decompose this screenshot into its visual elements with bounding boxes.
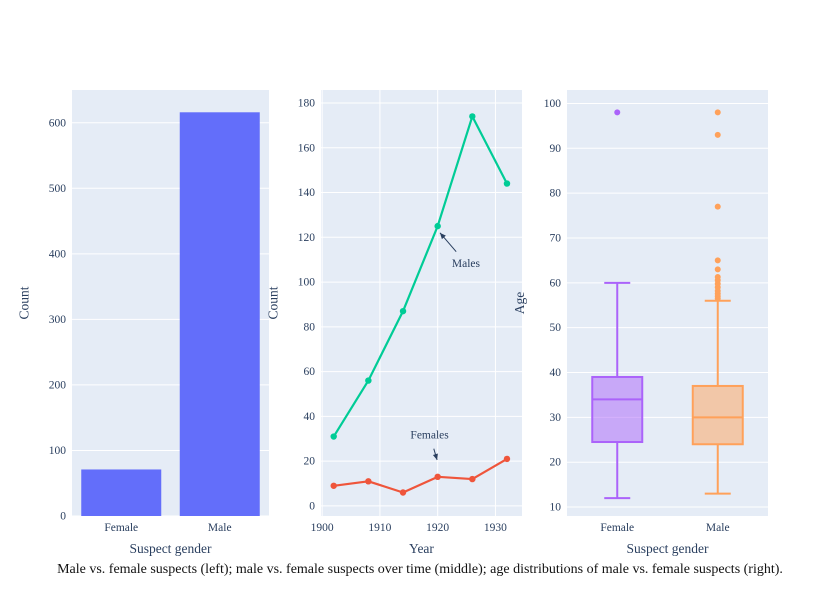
marker-males [503,180,511,187]
y-tick-label: 40 [304,411,316,423]
y-tick-label: 80 [304,321,316,333]
marker-females [469,475,476,483]
boxplot-female [591,109,644,500]
annotation-label: Males [452,258,481,270]
x-axis-title: Suspect gender [626,541,709,556]
annotation-arrowhead [439,232,446,240]
y-tick-label: 70 [550,232,562,244]
y-tick-label: 10 [550,502,562,514]
x-tick-label: 1930 [484,522,507,534]
x-tick-label: 1900 [311,522,334,534]
y-tick-label: 90 [550,143,562,155]
y-tick-label: 80 [550,188,562,200]
marker-males [399,307,407,315]
plot-background [567,90,768,516]
marker-females [399,489,407,496]
x-axis-title: Year [409,541,434,556]
x-tick-label: Female [104,522,138,534]
y-tick-label: 100 [544,98,562,110]
plot-background [321,90,522,516]
x-tick-label: Male [706,522,730,534]
outlier-point [714,266,721,273]
line-females [333,457,508,494]
y-tick-label: 500 [49,183,67,195]
y-tick-label: 0 [309,500,315,512]
bar-female [81,469,162,516]
marker-females [365,478,372,485]
boxplot-male [691,109,744,495]
outlier-point [714,131,721,138]
y-tick-label: 50 [550,322,562,334]
line-males [332,115,508,438]
marker-females [330,482,337,489]
y-tick-label: 600 [49,117,67,129]
y-axis-title: Count [266,286,281,319]
y-tick-label: 120 [298,232,316,244]
y-tick-label: 160 [298,142,316,154]
y-tick-label: 100 [49,445,67,457]
marker-males [469,113,476,120]
marker-males [330,433,337,440]
y-tick-label: 200 [49,379,67,391]
line-chart-panel: 0 20 40 60 80 100 120 140 160 180 1900 1910 1920 1930… [266,90,522,556]
marker-females [503,455,511,463]
y-tick-label: 0 [60,511,66,523]
annotation-label: Females [410,429,449,441]
y-tick-label: 60 [304,366,316,378]
outlier-point [714,203,721,210]
y-tick-label: 100 [298,277,316,289]
marker-males [365,377,372,384]
y-tick-label: 140 [298,187,316,199]
x-tick-label: Male [208,522,232,534]
marker-males [434,222,441,230]
y-tick-label: 30 [550,412,562,424]
y-tick-label: 300 [49,314,67,326]
x-tick-label: 1910 [368,522,391,534]
y-tick-label: 400 [49,248,67,260]
y-axis-title: Age [512,292,527,315]
figure-caption: Male vs. female suspects (left); male vs… [57,562,783,577]
outlier-point [714,273,721,280]
outlier-point [714,257,721,264]
annotation-arrowhead [432,453,438,461]
x-tick-label: Female [600,522,634,534]
y-tick-label: 20 [550,457,562,469]
y-tick-label: 20 [304,456,316,468]
y-tick-label: 180 [298,97,316,109]
y-tick-label: 40 [550,367,562,379]
outlier-point [614,109,621,116]
x-axis-title: Suspect gender [129,541,212,556]
x-tick-label: 1920 [426,522,449,534]
y-axis-title: Count [17,286,32,319]
outlier-point [714,109,721,116]
bar-chart-panel: 0 100 200 300 400 500 600 Female Male Suspect gen… [17,90,269,556]
marker-females [434,473,441,481]
box-chart-panel: 10 20 30 40 50 60 70 80 90 100 Female Male Suspect g… [512,90,768,556]
bar-male [179,112,260,516]
y-tick-label: 60 [550,277,562,289]
